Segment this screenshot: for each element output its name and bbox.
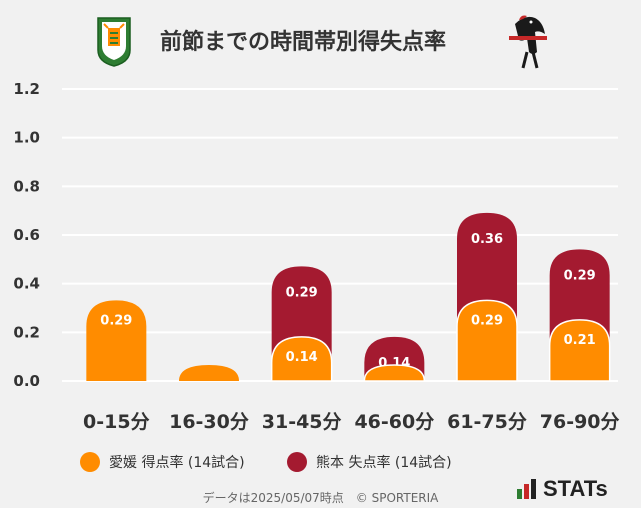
x-tick-label: 46-60分 <box>354 411 434 433</box>
bars: 0.290.290.14 0.140.360.290.290.21 <box>86 212 611 382</box>
legend-ehime: 愛媛 得点率 (14試合) <box>80 452 245 472</box>
legend-ehime-label: 愛媛 得点率 (14試合) <box>109 455 245 471</box>
bar-ehime <box>86 300 147 381</box>
bar-ehime <box>270 336 333 382</box>
y-tick-label: 0.4 <box>13 275 40 293</box>
bar-ehime <box>363 364 426 382</box>
data-label-ehime: 0.29 <box>471 313 503 328</box>
x-axis-ticks: 0-15分 16-30分 31-45分 46-60分 61-75分 76-90分 <box>83 411 619 433</box>
stats-bars-icon <box>517 479 536 499</box>
legend-ehime-swatch <box>80 452 100 472</box>
page-title: 前節までの時間帯別得失点率 <box>160 30 447 55</box>
legend-kumamoto-label: 熊本 失点率 (14試合) <box>316 455 452 471</box>
data-label-kumamoto: 0.29 <box>564 268 596 283</box>
grid <box>62 88 618 382</box>
ehime-crest-icon <box>96 16 132 68</box>
x-tick-label: 76-90分 <box>540 411 620 433</box>
x-tick-label: 0-15分 <box>83 411 150 433</box>
bar-ehime <box>548 319 611 382</box>
x-tick-label: 31-45分 <box>262 411 342 433</box>
stats-wordmark: STATs <box>543 476 608 501</box>
data-label-ehime: 0.21 <box>564 333 596 348</box>
y-tick-label: 1.2 <box>13 80 40 98</box>
y-tick-label: 0.0 <box>13 372 40 390</box>
data-label-kumamoto: 0.36 <box>471 232 503 247</box>
legend-kumamoto: 熊本 失点率 (14試合) <box>287 452 452 472</box>
x-tick-label: 16-30分 <box>169 411 249 433</box>
x-tick-label: 61-75分 <box>447 411 527 433</box>
bar-ehime <box>179 365 239 381</box>
bar-ehime <box>456 299 518 382</box>
legend-kumamoto-swatch <box>287 452 307 472</box>
stats-logo: STATs <box>517 476 608 502</box>
y-tick-label: 1.0 <box>13 129 40 147</box>
data-label-ehime: 0.29 <box>100 313 132 328</box>
data-label-kumamoto: 0.29 <box>286 285 318 300</box>
footer-note: データは2025/05/07時点 © SPORTERIA <box>202 491 439 505</box>
y-tick-label: 0.6 <box>13 226 40 244</box>
data-label-ehime: 0.14 <box>286 350 318 365</box>
y-axis-ticks: 1.2 1.0 0.8 0.6 0.4 0.2 0.0 <box>13 80 40 390</box>
y-tick-label: 0.8 <box>13 177 40 195</box>
kumamoto-crest-icon <box>505 12 551 72</box>
y-tick-label: 0.2 <box>13 323 40 341</box>
